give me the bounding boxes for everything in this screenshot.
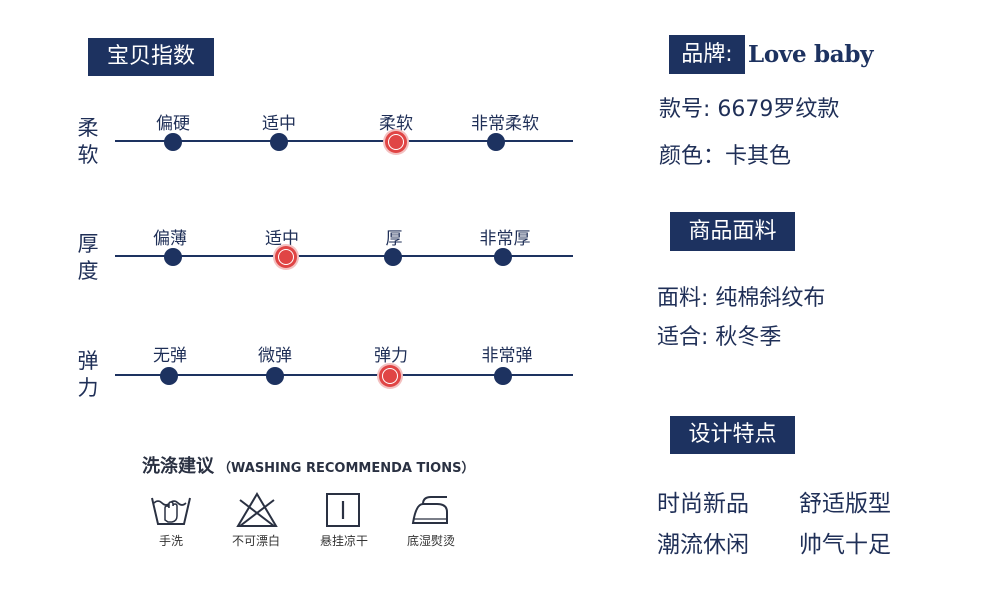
design-feature-1: 时尚新品	[657, 491, 749, 517]
design-feature-2: 舒适版型	[799, 491, 891, 517]
thickness-dot-3	[384, 248, 402, 266]
iron-label: 底湿熨烫	[406, 534, 456, 548]
no-bleach-label: 不可漂白	[231, 534, 281, 548]
elasticity-dot-selected	[379, 365, 401, 387]
elasticity-level-1: 无弹	[153, 346, 187, 366]
iron-icon	[411, 496, 448, 524]
softness-dot-1	[164, 133, 182, 151]
product-color: 颜色：卡其色	[659, 144, 792, 169]
elasticity-dot-1	[160, 367, 178, 385]
fabric-material: 面料: 纯棉斜纹布	[657, 286, 826, 311]
no-bleach-icon	[236, 492, 278, 527]
index-title: 宝贝指数	[88, 38, 214, 76]
hand-wash-icon	[151, 497, 191, 525]
thickness-level-3: 厚	[385, 229, 403, 249]
softness-dot-2	[270, 133, 288, 151]
elasticity-level-2: 微弹	[258, 346, 292, 366]
softness-dot-selected	[385, 131, 407, 153]
elasticity-dot-2	[266, 367, 284, 385]
design-feature-4: 帅气十足	[799, 532, 891, 558]
elasticity-dot-4	[494, 367, 512, 385]
elasticity-level-3: 弹力	[374, 346, 408, 366]
softness-level-2: 适中	[262, 114, 296, 134]
fabric-title: 商品面料	[670, 212, 795, 251]
washing-title: 洗涤建议 （WASHING RECOMMENDA TIONS）	[142, 452, 474, 478]
hang-dry-label: 悬挂凉干	[319, 534, 369, 548]
elasticity-scale-line	[115, 374, 573, 376]
softness-level-4: 非常柔软	[471, 114, 539, 134]
hang-dry-icon	[326, 493, 360, 527]
design-title: 设计特点	[670, 416, 795, 454]
row-label-softness: 柔软	[77, 116, 99, 167]
row-label-thickness: 厚度	[77, 232, 99, 283]
thickness-level-4: 非常厚	[479, 229, 531, 249]
softness-level-1: 偏硬	[156, 114, 190, 134]
fabric-season: 适合: 秋冬季	[657, 325, 782, 350]
hand-wash-label: 手洗	[158, 534, 184, 548]
brand-label: 品牌:	[669, 35, 745, 74]
softness-level-3: 柔软	[379, 114, 413, 134]
washing-title-en: （WASHING RECOMMENDA TIONS）	[218, 461, 475, 476]
thickness-dot-selected	[275, 246, 297, 268]
softness-dot-4	[487, 133, 505, 151]
design-feature-3: 潮流休闲	[657, 532, 749, 558]
thickness-scale-line	[115, 255, 573, 257]
softness-scale-line	[115, 140, 573, 142]
thickness-level-2: 适中	[265, 229, 299, 249]
row-label-elasticity: 弹力	[77, 349, 99, 400]
thickness-dot-4	[494, 248, 512, 266]
washing-title-cn: 洗涤建议	[142, 456, 214, 477]
thickness-level-1: 偏薄	[153, 229, 187, 249]
thickness-dot-1	[164, 248, 182, 266]
brand-name: Love baby	[748, 41, 874, 68]
model-number: 款号: 6679罗纹款	[659, 97, 840, 122]
elasticity-level-4: 非常弹	[481, 346, 533, 366]
